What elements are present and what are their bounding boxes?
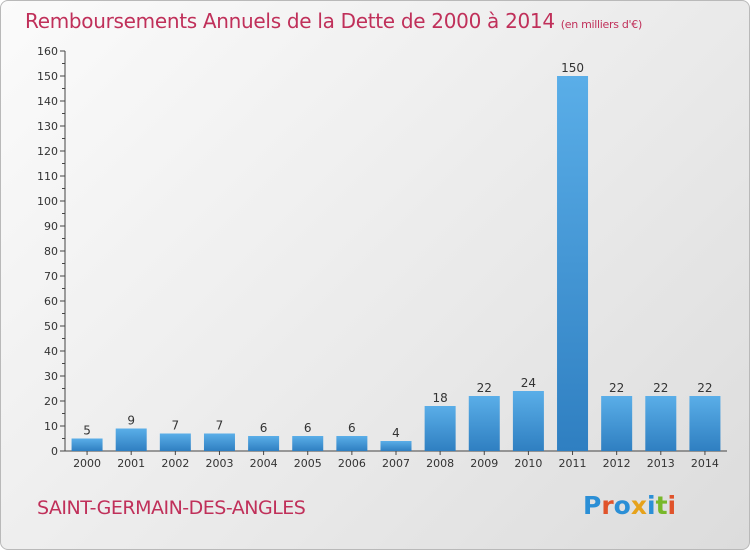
x-tick-label-2011: 2011: [559, 457, 587, 470]
bar-2000: [71, 438, 103, 451]
x-tick-label-2005: 2005: [294, 457, 322, 470]
x-tick-label-2013: 2013: [647, 457, 675, 470]
bar-2013: [645, 396, 677, 451]
data-label-2008: 18: [432, 391, 447, 405]
x-tick-label-2012: 2012: [603, 457, 631, 470]
data-label-2013: 22: [653, 381, 668, 395]
logo-letter: P: [583, 491, 602, 520]
logo-letter: r: [601, 491, 614, 520]
bar-2006: [336, 436, 368, 451]
data-label-2002: 7: [172, 419, 180, 433]
bar-2009: [468, 396, 500, 451]
data-label-2006: 6: [348, 421, 356, 435]
y-tick-label: 90: [44, 220, 58, 233]
y-tick-label: 10: [44, 420, 58, 433]
data-label-2007: 4: [392, 426, 400, 440]
y-tick-label: 120: [37, 145, 58, 158]
x-tick-label-2010: 2010: [514, 457, 542, 470]
y-tick-label: 80: [44, 245, 58, 258]
x-tick-label-2006: 2006: [338, 457, 366, 470]
bar-2008: [424, 406, 456, 451]
logo-letter: x: [630, 491, 647, 520]
x-tick-label-2007: 2007: [382, 457, 410, 470]
logo-letter: i: [667, 491, 677, 520]
x-tick-label-2002: 2002: [161, 457, 189, 470]
y-tick-label: 110: [37, 170, 58, 183]
bar-2007: [380, 441, 412, 451]
chart-title: Remboursements Annuels de la Dette de 20…: [25, 9, 642, 33]
y-tick-label: 150: [37, 70, 58, 83]
data-label-2003: 7: [216, 419, 224, 433]
bar-2001: [115, 428, 147, 451]
data-label-2009: 22: [477, 381, 492, 395]
y-tick-label: 50: [44, 320, 58, 333]
y-tick-label: 130: [37, 120, 58, 133]
x-tick-label-2000: 2000: [73, 457, 101, 470]
x-tick-label-2003: 2003: [205, 457, 233, 470]
title-text: Remboursements Annuels de la Dette de 20…: [25, 9, 555, 33]
commune-name: SAINT-GERMAIN-DES-ANGLES: [37, 497, 306, 519]
data-label-2004: 6: [260, 421, 268, 435]
data-label-2010: 24: [521, 376, 536, 390]
bar-2011: [557, 76, 589, 451]
proxiti-logo: Proxiti: [583, 491, 676, 520]
x-tick-label-2008: 2008: [426, 457, 454, 470]
data-label-2014: 22: [697, 381, 712, 395]
bar-2003: [203, 433, 235, 451]
x-tick-label-2014: 2014: [691, 457, 719, 470]
data-label-2005: 6: [304, 421, 312, 435]
logo-letter: i: [647, 491, 656, 520]
data-label-2000: 5: [83, 424, 91, 438]
y-tick-label: 140: [37, 95, 58, 108]
bar-2012: [601, 396, 633, 451]
y-tick-label: 160: [37, 45, 58, 58]
y-tick-label: 60: [44, 295, 58, 308]
unit-label: (en milliers d'€): [560, 18, 642, 31]
logo-letter: o: [613, 491, 631, 520]
x-tick-label-2001: 2001: [117, 457, 145, 470]
x-tick-label-2004: 2004: [250, 457, 278, 470]
y-tick-label: 30: [44, 370, 58, 383]
data-label-2012: 22: [609, 381, 624, 395]
y-tick-label: 0: [51, 445, 58, 458]
y-tick-label: 70: [44, 270, 58, 283]
bar-2010: [512, 391, 544, 451]
data-label-2011: 150: [561, 61, 584, 75]
y-tick-label: 100: [37, 195, 58, 208]
bar-2002: [159, 433, 191, 451]
bars: 5 9 7 7 6 6 6 4 18 22 24 150 22 22 22: [71, 61, 721, 451]
axes: 0 10 20 30 40 50 60 70 80 90 100 110 120 130 140 150 160…: [37, 45, 727, 470]
x-tick-label-2009: 2009: [470, 457, 498, 470]
y-tick-label: 40: [44, 345, 58, 358]
y-tick-label: 20: [44, 395, 58, 408]
logo-letter: t: [655, 491, 668, 520]
bar-2005: [292, 436, 324, 451]
bar-2014: [689, 396, 721, 451]
bar-2004: [248, 436, 280, 451]
data-label-2001: 9: [127, 414, 135, 428]
